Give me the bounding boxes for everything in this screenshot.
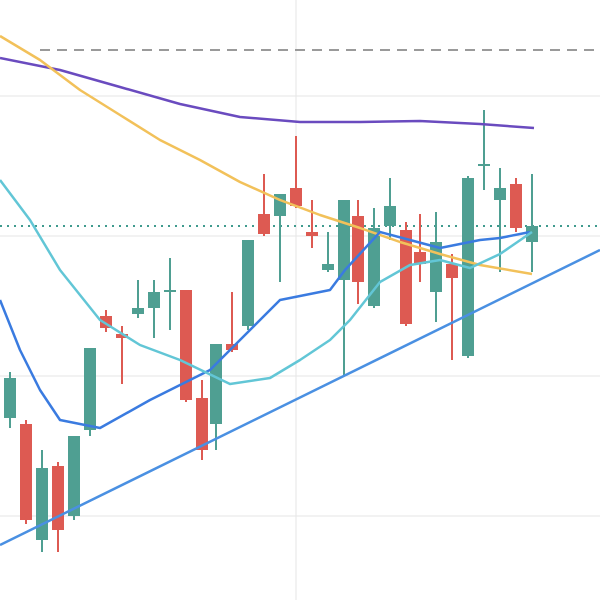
candle-body bbox=[4, 378, 16, 418]
candle-body bbox=[242, 240, 254, 326]
candle-body bbox=[148, 292, 160, 308]
candle-body bbox=[68, 436, 80, 516]
candle-body bbox=[322, 264, 334, 270]
line-series bbox=[0, 230, 531, 430]
candle-body bbox=[210, 344, 222, 424]
candle-body bbox=[478, 164, 490, 166]
candle-body bbox=[52, 466, 64, 530]
candle-body bbox=[510, 184, 522, 228]
line-series bbox=[0, 179, 533, 386]
candle-body bbox=[116, 334, 128, 338]
candle-body bbox=[84, 348, 96, 430]
candle-body bbox=[164, 290, 176, 292]
line-series bbox=[0, 34, 533, 276]
candle-body bbox=[36, 468, 48, 540]
candle-body bbox=[446, 264, 458, 278]
candle-body bbox=[414, 252, 426, 264]
candle-body bbox=[352, 216, 364, 282]
line-series bbox=[0, 248, 600, 547]
candle-body bbox=[400, 230, 412, 324]
candle-body bbox=[290, 188, 302, 206]
candle-body bbox=[258, 214, 270, 234]
candle-body bbox=[20, 424, 32, 520]
candle-body bbox=[132, 308, 144, 314]
candle-body bbox=[430, 242, 442, 292]
candle-body bbox=[338, 200, 350, 280]
candle-body bbox=[196, 398, 208, 450]
candle-body bbox=[384, 206, 396, 226]
candle-body bbox=[180, 290, 192, 400]
candle-body bbox=[526, 226, 538, 242]
candle-body bbox=[494, 188, 506, 200]
line-series bbox=[0, 56, 535, 130]
candle-body bbox=[306, 232, 318, 236]
